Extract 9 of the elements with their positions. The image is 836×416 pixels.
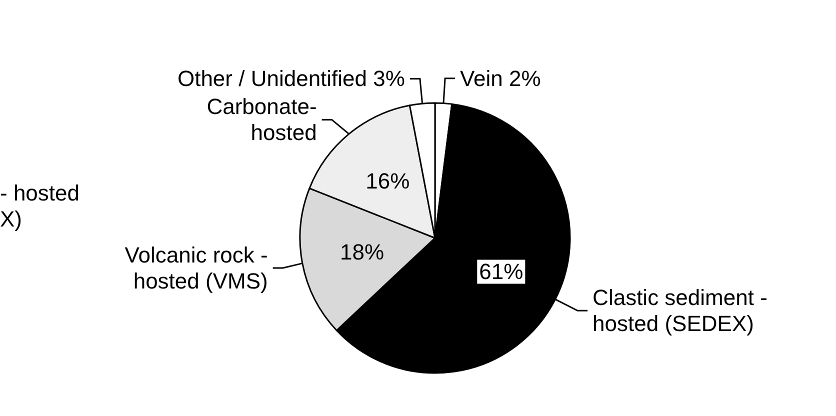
slice-label: Volcanic rock - hosted (VMS)	[124, 242, 268, 294]
data-label: 16%	[366, 168, 410, 194]
slice-label: Clastic sediment - hosted (SEDEX)	[592, 285, 768, 336]
slice-label: Other / Unidentified 3%	[177, 66, 405, 92]
data-label: 18%	[340, 239, 384, 264]
text: - hosted X)	[0, 180, 80, 232]
slice-label: Carbonate- hosted	[206, 94, 317, 146]
slice-label: Vein 2%	[460, 66, 541, 91]
data-label: 61%	[479, 259, 524, 284]
